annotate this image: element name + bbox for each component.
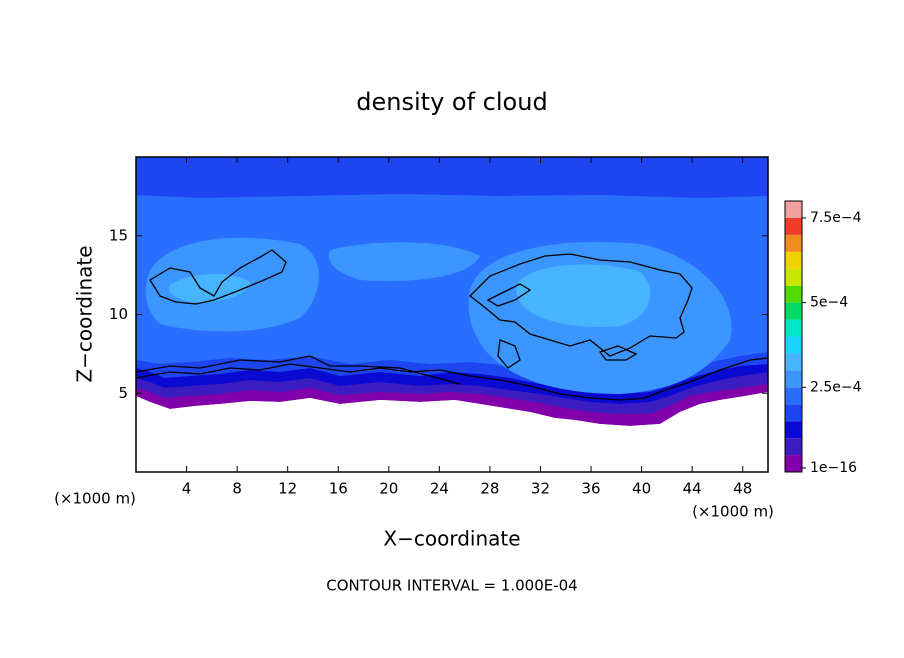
- contour-line: [469, 253, 693, 357]
- colorbar-swatch: [785, 302, 802, 320]
- contour-band: [328, 242, 480, 281]
- x-axis-label: X−coordinate: [383, 527, 520, 551]
- y-axis-label: Z−coordinate: [73, 245, 97, 382]
- colorbar-swatch: [785, 336, 802, 354]
- colorbar-swatch: [785, 404, 802, 422]
- colorbar-swatch: [785, 438, 802, 456]
- colorbar-tick-label: 2.5e−4: [810, 379, 862, 395]
- x-tick-label: 4: [182, 480, 192, 498]
- x-tick-label: 12: [278, 480, 297, 498]
- x-tick-label: 16: [329, 480, 348, 498]
- colorbar-swatch: [785, 234, 802, 252]
- colorbar-swatch: [785, 268, 802, 286]
- contour-line: [497, 339, 521, 369]
- colorbar-swatch: [785, 455, 802, 472]
- colorbar-swatch: [785, 319, 802, 337]
- y-tick-label: 5: [118, 384, 128, 402]
- x-unit-label: (×1000 m): [692, 503, 774, 521]
- x-tick-label: 24: [430, 480, 449, 498]
- x-tick-label: 32: [531, 480, 550, 498]
- contour-line: [486, 283, 532, 307]
- colorbar-swatch: [785, 285, 802, 303]
- x-unit-label: (×1000 m): [54, 490, 136, 508]
- x-tick-label: 40: [632, 480, 651, 498]
- colorbar-frame: [784, 200, 803, 473]
- contour-band: [168, 274, 250, 303]
- colorbar-swatch: [785, 387, 802, 405]
- footnote: CONTOUR INTERVAL = 1.000E-04: [326, 577, 577, 595]
- colorbar-swatch: [785, 353, 802, 371]
- contour-line: [598, 345, 638, 361]
- x-tick-label: 36: [581, 480, 600, 498]
- x-tick-label: 28: [480, 480, 499, 498]
- y-tick-label: 15: [109, 226, 128, 244]
- contour-line: [135, 355, 461, 385]
- colorbar-swatch: [785, 370, 802, 388]
- colorbar-swatch: [785, 421, 802, 439]
- y-tick-label: 10: [109, 305, 128, 323]
- colorbar-tick-label: 7.5e−4: [810, 210, 862, 226]
- colorbar-swatch: [785, 217, 802, 235]
- chart-title: density of cloud: [356, 88, 547, 116]
- contour-line: [149, 249, 287, 305]
- contour-band: [516, 264, 651, 328]
- x-tick-label: 8: [232, 480, 242, 498]
- colorbar-tick-label: 5e−4: [810, 295, 848, 311]
- contour-line: [135, 357, 769, 401]
- x-tick-label: 20: [379, 480, 398, 498]
- contour-field: [135, 157, 769, 472]
- colorbar-tick-label: 1e−16: [810, 460, 857, 476]
- x-tick-label: 48: [733, 480, 752, 498]
- x-tick-label: 44: [683, 480, 702, 498]
- colorbar-swatch: [785, 251, 802, 269]
- no-data-region: [136, 392, 768, 472]
- colorbar-swatch: [785, 201, 802, 218]
